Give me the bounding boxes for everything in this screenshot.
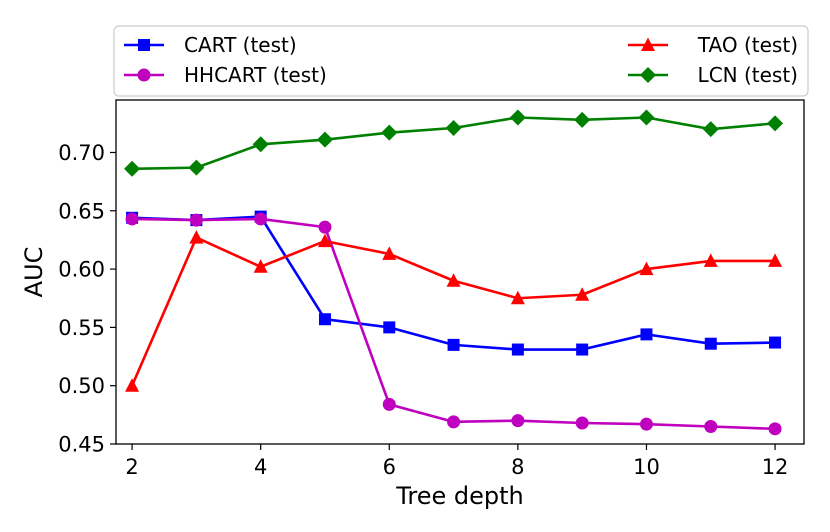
data-point-cart-test-5 [318, 313, 331, 326]
y-tick-label-0.55: 0.55 [58, 316, 105, 340]
series-line-hhcart-test [132, 217, 776, 431]
data-point-hhcart-test-4 [254, 212, 268, 226]
data-point-lcn-test-11 [702, 121, 719, 138]
data-point-tao-test-2 [125, 378, 140, 392]
data-point-lcn-test-2 [124, 160, 141, 177]
data-point-lcn-test-4 [252, 136, 269, 153]
data-point-tao-test-6 [382, 246, 397, 260]
series-hhcart-test [125, 212, 782, 436]
data-point-cart-test-9 [576, 343, 589, 356]
legend-item-cart-test: CART (test) [124, 33, 297, 57]
data-point-tao-test-4 [253, 259, 268, 273]
data-point-lcn-test-8 [509, 109, 526, 126]
legend-label-lcn-test: LCN (test) [698, 63, 798, 87]
data-point-cart-test-10 [640, 328, 653, 341]
legend-label-tao-test: TAO (test) [697, 33, 798, 57]
data-point-hhcart-test-11 [704, 420, 718, 434]
data-point-cart-test-12 [769, 336, 782, 349]
y-tick-label-0.50: 0.50 [58, 374, 105, 398]
data-point-tao-test-7 [446, 273, 461, 287]
y-tick-label-0.70: 0.70 [58, 141, 105, 165]
data-point-hhcart-test-7 [447, 415, 461, 429]
data-point-tao-test-5 [317, 233, 332, 248]
data-point-tao-test-10 [639, 261, 654, 276]
data-point-tao-test-3 [189, 230, 204, 244]
data-point-tao-test-8 [510, 290, 525, 305]
data-point-lcn-test-10 [638, 109, 655, 126]
x-axis-label: Tree depth [395, 482, 524, 510]
legend-label-hhcart-test: HHCART (test) [184, 63, 327, 87]
data-point-cart-test-7 [447, 338, 460, 351]
x-tick-label-12: 12 [762, 455, 789, 479]
legend-frame [113, 25, 809, 97]
data-point-lcn-test-3 [188, 159, 205, 176]
x-tick-label-2: 2 [125, 455, 138, 479]
data-point-hhcart-test-9 [575, 416, 589, 430]
y-tick-label-0.65: 0.65 [58, 199, 105, 223]
legend-marker-hhcart-test [137, 68, 151, 82]
legend-item-tao-test: TAO (test) [628, 33, 798, 57]
legend-marker-tao-test [641, 37, 655, 51]
plot-frame [115, 99, 805, 445]
x-tick-label-8: 8 [511, 455, 524, 479]
legend-label-cart-test: CART (test) [184, 33, 297, 57]
data-point-cart-test-6 [383, 321, 396, 334]
data-point-hhcart-test-8 [511, 414, 525, 428]
series-line-tao-test [130, 236, 776, 387]
legend-item-hhcart-test: HHCART (test) [124, 63, 327, 87]
legend: CART (test) HHCART (test) TAO (test) LCN (t… [113, 25, 809, 97]
data-point-cart-test-11 [704, 337, 717, 350]
legend-marker-lcn-test [640, 67, 656, 83]
data-point-hhcart-test-6 [382, 397, 396, 411]
data-point-tao-test-12 [768, 253, 783, 267]
data-point-hhcart-test-12 [768, 422, 782, 436]
x-tick-label-10: 10 [633, 455, 660, 479]
legend-marker-cart-test [138, 39, 150, 51]
x-tick-label-6: 6 [383, 455, 396, 479]
data-point-hhcart-test-3 [189, 213, 203, 227]
data-point-tao-test-9 [575, 287, 590, 301]
y-tick-label-0.60: 0.60 [58, 258, 105, 282]
series-lcn-test [124, 109, 784, 177]
legend-item-lcn-test: LCN (test) [628, 63, 798, 87]
data-point-lcn-test-6 [381, 124, 398, 141]
data-point-tao-test-11 [703, 253, 718, 267]
data-point-lcn-test-9 [574, 111, 591, 128]
y-axis-label: AUC [20, 247, 48, 298]
data-point-cart-test-8 [511, 343, 524, 356]
x-tick-label-4: 4 [254, 455, 267, 479]
data-point-hhcart-test-2 [125, 212, 139, 226]
y-tick-label-0.45: 0.45 [58, 433, 105, 457]
data-point-lcn-test-5 [316, 131, 333, 148]
data-point-hhcart-test-10 [639, 417, 653, 431]
data-point-hhcart-test-5 [318, 220, 332, 234]
data-point-lcn-test-12 [767, 115, 784, 132]
data-point-lcn-test-7 [445, 119, 462, 136]
series-tao-test [125, 230, 783, 392]
